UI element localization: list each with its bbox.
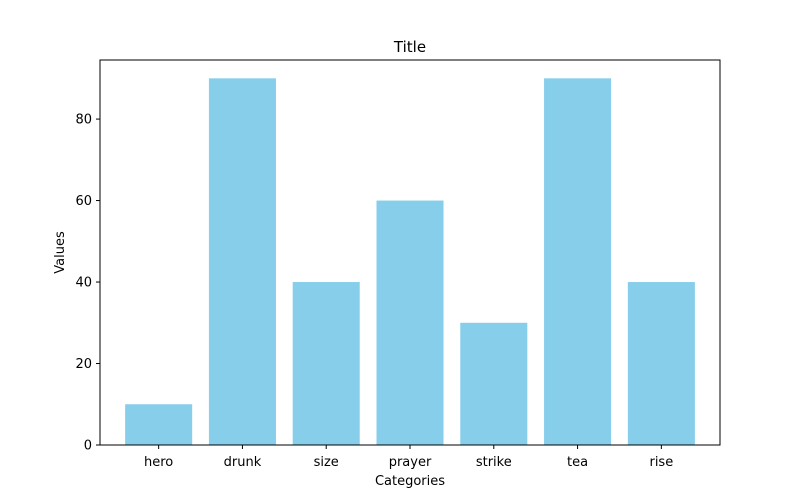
bars-group [125,78,695,445]
x-tick-label-size: size [314,455,339,470]
bar-rise [627,282,695,445]
y-tick-label-40: 40 [75,276,92,291]
y-axis-ticks: 0 20 40 60 80 [75,113,100,454]
bar-hero [125,404,193,445]
x-tick-label-strike: strike [476,455,512,470]
bar-tea [544,78,612,445]
x-axis-ticks: hero drunk size prayer strike tea rise [144,445,673,470]
x-tick-label-rise: rise [649,455,673,470]
x-tick-label-drunk: drunk [224,455,262,470]
x-tick-label-tea: tea [567,455,588,470]
x-tick-label-hero: hero [144,455,173,470]
y-tick-label-20: 20 [75,357,92,372]
y-tick-label-0: 0 [84,439,92,454]
bar-strike [460,322,528,445]
bar-size [292,282,360,445]
y-axis-label: Values [53,231,68,274]
plot-frame [99,59,721,446]
x-tick-label-prayer: prayer [389,455,432,470]
bar-prayer [376,200,444,445]
x-axis-label: Categories [375,474,445,489]
y-tick-label-80: 80 [75,113,92,128]
bar-drunk [208,78,276,445]
y-tick-label-60: 60 [75,194,92,209]
chart-title: Title [393,38,426,56]
